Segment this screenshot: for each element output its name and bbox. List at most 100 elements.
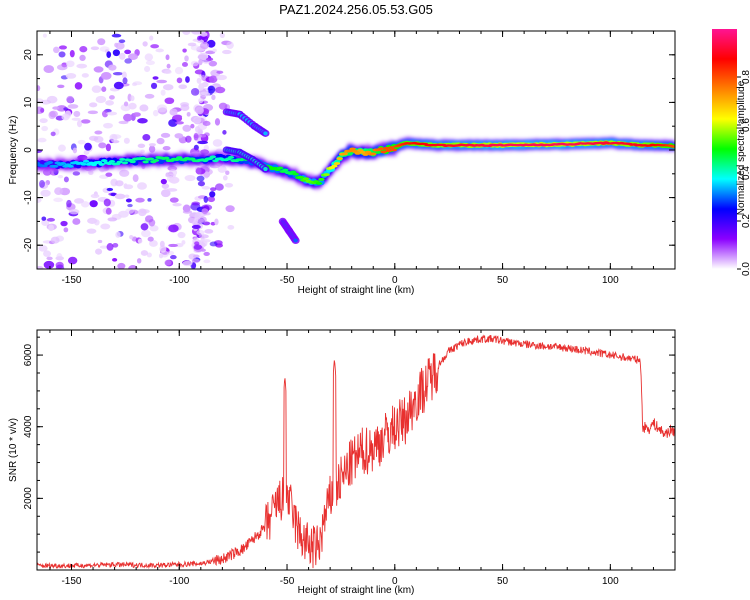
noise-blob — [152, 76, 159, 80]
noise-blob — [142, 41, 148, 47]
noise-blob — [101, 86, 107, 92]
noise-blob — [110, 192, 117, 197]
noise-blob — [119, 169, 130, 177]
noise-blob — [37, 85, 41, 92]
noise-blob — [194, 212, 201, 220]
noise-blob — [197, 54, 208, 60]
colorbar-tick-label: 0.2 — [741, 214, 750, 228]
ridge-segment — [59, 162, 67, 165]
noise-blob — [155, 48, 164, 53]
noise-blob — [63, 176, 69, 183]
noise-blob — [148, 145, 156, 153]
noise-blob — [42, 33, 47, 38]
noise-blob — [103, 198, 111, 207]
spectral-ridge — [37, 137, 675, 190]
ridge-segment — [101, 159, 108, 163]
noise-blob — [168, 119, 178, 127]
noise-blob — [218, 102, 228, 110]
noise-blob — [182, 124, 192, 132]
noise-blob — [127, 53, 138, 61]
noise-blob — [168, 224, 179, 233]
noise-blob — [39, 118, 48, 124]
noise-blob — [203, 171, 211, 178]
noise-blob — [123, 101, 129, 107]
ridge-segment — [142, 160, 149, 164]
noise-blob — [159, 240, 165, 248]
noise-blob — [164, 259, 172, 266]
noise-blob — [190, 123, 195, 129]
noise-blob — [48, 224, 55, 232]
noise-blob — [208, 60, 218, 67]
noise-blob — [216, 74, 227, 81]
noise-blob — [89, 200, 98, 208]
ridge-segment — [359, 150, 367, 154]
noise-blob — [190, 88, 200, 96]
ridge-segment — [341, 152, 348, 156]
noise-blob — [191, 224, 201, 229]
colorbar-tick-label: 0.0 — [741, 262, 750, 276]
noise-blob — [226, 41, 234, 50]
noise-blob — [149, 35, 154, 41]
noise-blob — [132, 81, 143, 86]
noise-blob — [132, 112, 141, 117]
spectrogram-noise — [37, 31, 235, 269]
ridge-segment — [209, 155, 217, 159]
noise-blob — [192, 220, 198, 226]
secondary-feature — [278, 217, 300, 245]
noise-blob — [112, 242, 119, 248]
noise-blob — [204, 229, 214, 234]
noise-blob — [124, 58, 133, 64]
noise-blob — [39, 179, 45, 188]
colorbar-gradient — [712, 29, 737, 269]
noise-blob — [193, 244, 203, 250]
noise-blob — [56, 64, 68, 71]
ridge-segment — [276, 166, 284, 170]
noise-blob — [200, 32, 208, 37]
ridge-segment — [302, 177, 310, 181]
noise-blob — [165, 54, 170, 61]
noise-blob — [125, 198, 132, 203]
noise-blob — [103, 122, 113, 129]
noise-blob — [40, 189, 51, 197]
noise-blob — [144, 65, 151, 73]
noise-blob — [52, 46, 60, 54]
noise-blob — [149, 225, 159, 232]
snr-x-tick-label: -50 — [280, 576, 295, 587]
snr-x-tick-label: 100 — [602, 576, 619, 587]
noise-blob — [161, 183, 170, 189]
noise-blob — [114, 193, 126, 200]
noise-blob — [168, 169, 178, 176]
noise-blob — [37, 265, 44, 269]
noise-blob — [112, 71, 123, 76]
noise-blob — [79, 54, 86, 61]
noise-blob — [43, 250, 51, 257]
noise-blob — [197, 181, 206, 187]
noise-blob — [194, 126, 201, 133]
noise-blob — [72, 218, 81, 225]
noise-blob — [191, 201, 201, 206]
noise-blob — [205, 57, 214, 62]
noise-blob — [106, 51, 112, 58]
noise-blob — [206, 39, 216, 48]
noise-blob — [105, 143, 112, 152]
ridge-segment — [370, 152, 377, 156]
noise-blob — [196, 175, 205, 182]
ridge-segment — [82, 159, 90, 163]
noise-blob — [95, 95, 107, 104]
noise-blob — [106, 243, 114, 251]
noise-blob — [182, 260, 193, 267]
ridge-segment — [315, 181, 323, 185]
noise-blob — [205, 50, 216, 55]
noise-blob — [65, 73, 77, 79]
noise-blob — [182, 210, 193, 214]
noise-blob — [76, 120, 83, 128]
noise-blob — [124, 184, 134, 190]
noise-blob — [191, 258, 200, 263]
noise-blob — [139, 104, 149, 112]
noise-blob — [224, 182, 234, 188]
noise-blob — [160, 250, 169, 258]
noise-blob — [113, 81, 124, 90]
noise-blob — [207, 196, 216, 203]
spectrogram-y-tick-label: 20 — [23, 49, 34, 61]
